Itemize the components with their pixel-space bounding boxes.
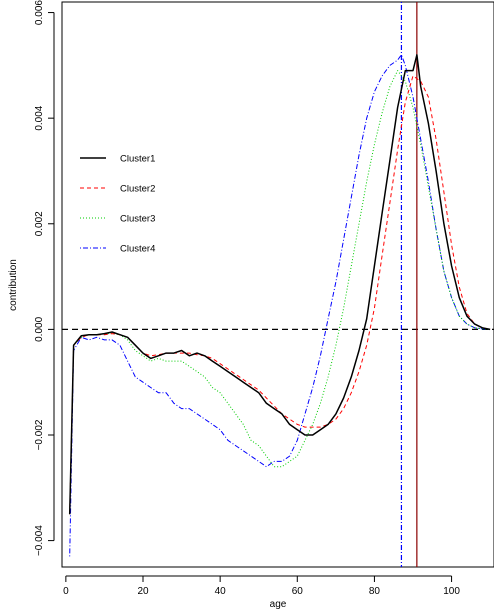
reference-lines (62, 2, 494, 567)
x-axis-title: age (270, 599, 287, 610)
plot-frame (61, 1, 494, 568)
x-tick-label: 60 (292, 586, 304, 597)
legend-label: Cluster4 (120, 244, 155, 255)
y-axis-title: contribution (8, 259, 19, 311)
y-tick-label: 0.002 (34, 211, 45, 236)
series-line-cluster4 (69, 54, 491, 557)
x-tick-label: 80 (369, 586, 381, 597)
y-axis: −0.004 −0.002 0.000 0.002 0.004 0.006 (34, 0, 55, 556)
series-lines (68, 54, 491, 557)
y-tick-label: 0.006 (34, 0, 45, 25)
y-tick-label: 0.000 (34, 316, 45, 341)
series-line-cluster1 (68, 54, 491, 515)
series-line-cluster3 (69, 70, 491, 515)
x-tick-label: 0 (63, 586, 69, 597)
y-tick-label: −0.002 (34, 419, 45, 450)
legend: Cluster1 Cluster2 Cluster3 Cluster4 (80, 154, 155, 255)
x-tick-label: 20 (137, 586, 149, 597)
x-tick-label: 40 (215, 586, 227, 597)
y-tick-label: 0.004 (34, 105, 45, 130)
legend-label: Cluster2 (120, 184, 155, 195)
legend-label: Cluster1 (120, 154, 155, 165)
y-tick-label: −0.004 (34, 525, 45, 556)
legend-label: Cluster3 (120, 214, 155, 225)
x-tick-label: 100 (443, 586, 460, 597)
series-line-cluster2 (69, 75, 491, 515)
x-axis: 0 20 40 60 80 100 (63, 575, 460, 597)
